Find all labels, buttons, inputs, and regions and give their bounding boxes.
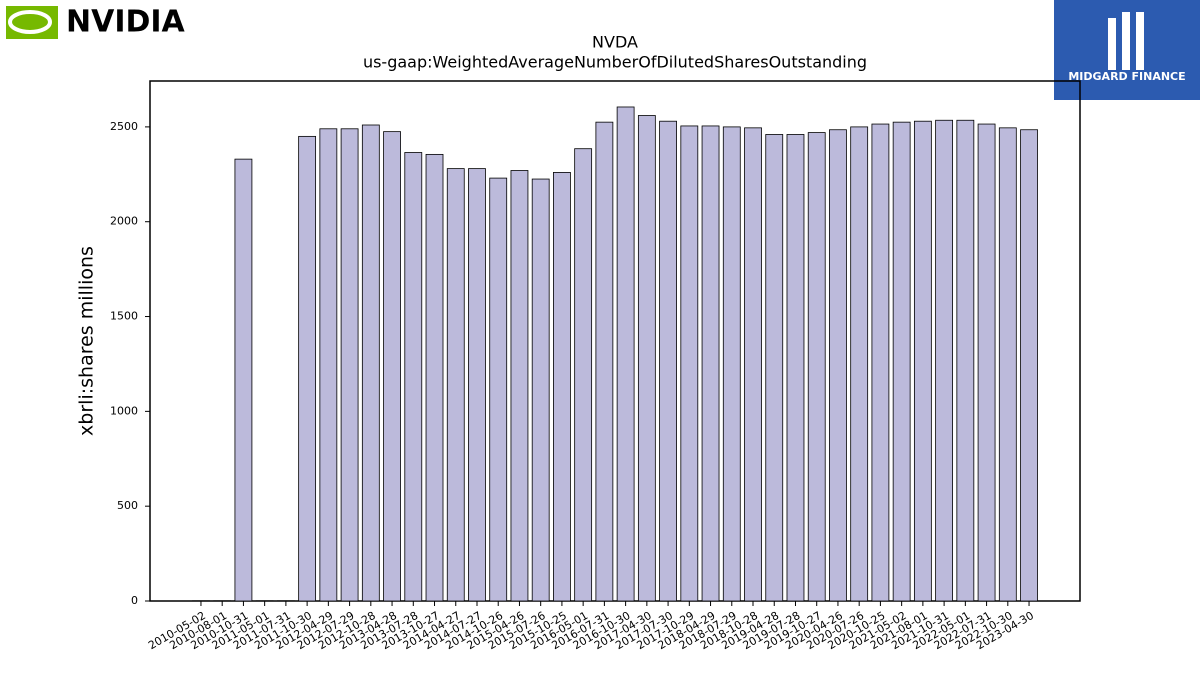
brand-right: MIDGARD FINANCE [1068, 70, 1185, 83]
bar [404, 152, 423, 602]
midgard-logo: MIDGARD FINANCE [1054, 0, 1200, 100]
chart-subtitle: us-gaap:WeightedAverageNumberOfDilutedSh… [363, 53, 867, 72]
bar [595, 121, 614, 602]
y-tick-label: 0 [131, 594, 138, 607]
bar [361, 124, 380, 602]
bar [807, 132, 826, 602]
bar [680, 125, 699, 602]
bar [468, 168, 486, 602]
bar [425, 153, 444, 602]
bar [234, 158, 253, 602]
plot-frame [149, 80, 1081, 602]
chart-title: NVDA [592, 33, 638, 52]
bar [1020, 129, 1038, 602]
bar [850, 126, 869, 602]
bar [383, 131, 401, 602]
bar [913, 120, 932, 602]
y-tick-label: 2000 [110, 215, 138, 228]
bar [935, 119, 954, 602]
bar [956, 119, 975, 602]
bar [531, 178, 550, 602]
y-tick-label: 2500 [110, 120, 138, 133]
bar [298, 135, 317, 602]
y-tick-label: 1000 [110, 404, 138, 417]
y-tick-label: 1500 [110, 310, 138, 323]
bar [340, 128, 359, 602]
bar [319, 128, 338, 602]
bar [765, 134, 784, 602]
bar [489, 177, 508, 602]
bar [701, 125, 720, 602]
bar [510, 170, 529, 602]
bar [637, 115, 656, 602]
bar [998, 127, 1017, 602]
bar [786, 134, 805, 602]
y-tick-label: 500 [117, 499, 138, 512]
bar [829, 129, 847, 602]
bar [977, 123, 996, 602]
bar [871, 123, 890, 602]
bar [722, 126, 741, 602]
bar [446, 168, 465, 602]
bar [616, 106, 635, 602]
bar [553, 172, 571, 602]
bar [744, 127, 762, 602]
nvidia-logo: NVIDIA [6, 5, 186, 40]
bar [574, 148, 593, 602]
y-axis-label: xbrli:shares millions [76, 246, 98, 436]
bar [892, 121, 911, 602]
brand-left: NVIDIA [66, 5, 186, 40]
bar [659, 120, 677, 602]
